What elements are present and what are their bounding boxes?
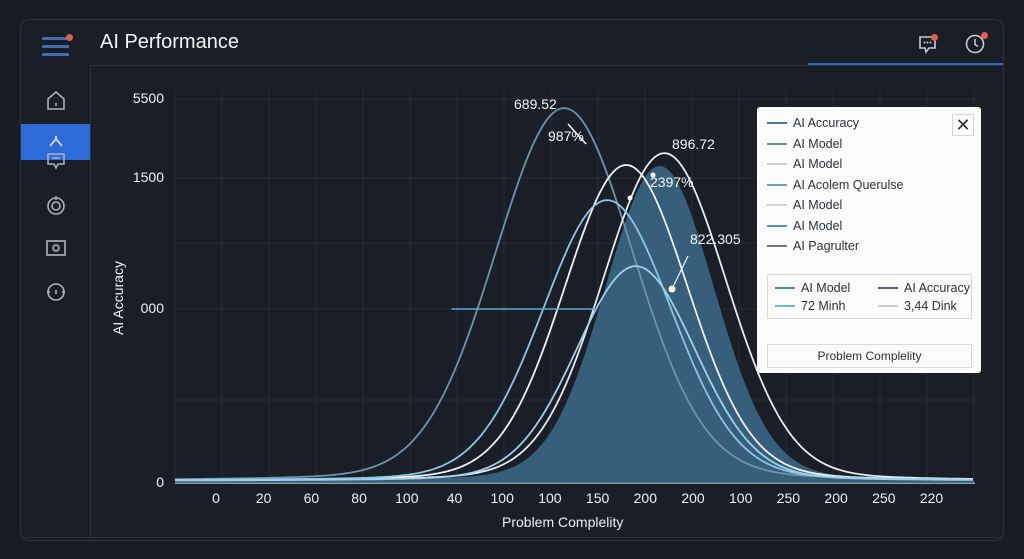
active-tab-indicator bbox=[808, 63, 1003, 65]
annotation-leader bbox=[671, 255, 689, 290]
legend-item[interactable]: AI Model bbox=[775, 281, 850, 295]
legend-swatch bbox=[878, 287, 898, 289]
legend-label: 3,44 Dink bbox=[904, 299, 957, 313]
x-tick-label: 200 bbox=[824, 490, 848, 506]
legend-swatch bbox=[767, 245, 787, 247]
x-tick-label: 200 bbox=[681, 490, 705, 506]
legend-item[interactable]: AI Model bbox=[767, 137, 842, 151]
refresh-icon bbox=[46, 283, 65, 301]
legend-label: AI Acolem Querulse bbox=[793, 177, 904, 192]
problem-complexity-button[interactable]: Problem Complelity bbox=[767, 344, 972, 368]
legend-item[interactable]: AI Model bbox=[767, 157, 842, 171]
series-line bbox=[175, 265, 973, 482]
annotation-label: 822.305 bbox=[690, 231, 741, 247]
close-legend-button[interactable]: ✕ bbox=[952, 114, 974, 136]
legend-label: AI Model bbox=[793, 198, 843, 212]
legend-item[interactable]: AI Model bbox=[767, 198, 842, 212]
legend-item[interactable]: AI Model bbox=[767, 219, 842, 233]
x-tick-label: 20 bbox=[255, 490, 272, 506]
annotation-marker bbox=[627, 195, 633, 201]
close-icon: ✕ bbox=[955, 114, 971, 135]
legend-swatch bbox=[767, 163, 787, 165]
annotation-label: 896.72 bbox=[672, 136, 715, 152]
x-tick-label: 220 bbox=[919, 490, 944, 506]
legend-item[interactable]: AI Acolem Querulse bbox=[767, 178, 903, 192]
legend-label: AI Accuracy bbox=[793, 116, 859, 130]
legend-swatch bbox=[878, 305, 898, 307]
x-tick-label: 100 bbox=[538, 490, 562, 506]
y-tick-label: 5500 bbox=[132, 90, 164, 106]
legend-label: AI Accuracy bbox=[904, 281, 970, 295]
chevron-up-icon bbox=[48, 136, 63, 147]
clock-badge bbox=[981, 32, 988, 39]
sidebar-item-messages[interactable] bbox=[21, 149, 90, 173]
legend-swatch bbox=[767, 183, 787, 186]
home-icon bbox=[46, 90, 65, 110]
x-tick-label: 80 bbox=[351, 490, 367, 506]
legend-label: AI Model bbox=[801, 281, 851, 295]
legend-label: AI Model bbox=[793, 218, 843, 233]
legend-summary-box: AI Model AI Accuracy 72 Minh 3,44 Dink bbox=[767, 274, 972, 319]
annotation-leader bbox=[567, 123, 587, 145]
page-title: AI Performance bbox=[100, 31, 239, 53]
legend-item[interactable]: AI Accuracy bbox=[878, 281, 970, 295]
annotation-marker bbox=[668, 285, 676, 293]
y-tick-label: 000 bbox=[140, 300, 164, 316]
y-tick-label: 0 bbox=[156, 474, 164, 490]
x-tick-label: 150 bbox=[585, 490, 610, 506]
comment-icon bbox=[46, 153, 65, 170]
sidebar-item-goals[interactable] bbox=[21, 187, 90, 223]
x-axis-label: Problem Complelity bbox=[502, 514, 624, 530]
legend-label: AI Model bbox=[793, 136, 843, 151]
legend-item[interactable]: AI Accuracy bbox=[767, 116, 859, 130]
sidebar-divider bbox=[90, 66, 91, 538]
x-tick-label: 100 bbox=[490, 490, 514, 506]
sidebar-item-sync[interactable] bbox=[21, 274, 90, 310]
chart-legend: ✕ AI Accuracy AI Model AI Model AI Acolem Q… bbox=[757, 107, 981, 373]
y-axis-label: AI Accuracy bbox=[110, 261, 126, 335]
annotation-label: 2397% bbox=[650, 174, 694, 190]
camera-icon bbox=[45, 240, 66, 256]
legend-item[interactable]: 72 Minh bbox=[775, 299, 845, 313]
target-icon bbox=[46, 196, 65, 215]
legend-swatch bbox=[767, 142, 787, 145]
header-divider bbox=[90, 65, 1003, 66]
legend-swatch bbox=[767, 122, 787, 124]
clock-icon[interactable] bbox=[964, 33, 986, 55]
sidebar-item-home[interactable] bbox=[21, 82, 90, 118]
series-area bbox=[175, 166, 975, 483]
sidebar-item-media[interactable] bbox=[21, 230, 90, 266]
annotation-marker bbox=[650, 172, 656, 178]
footer-divider bbox=[21, 537, 1003, 538]
x-tick-label: 60 bbox=[303, 490, 320, 506]
x-tick-label: 200 bbox=[633, 490, 657, 506]
legend-label: AI Model bbox=[793, 157, 843, 171]
legend-swatch bbox=[767, 204, 787, 206]
notification-badge bbox=[66, 34, 73, 41]
x-tick-label: 0 bbox=[212, 490, 220, 506]
x-tick-label: 100 bbox=[729, 490, 753, 506]
x-tick-label: 250 bbox=[872, 490, 896, 506]
legend-swatch bbox=[775, 287, 795, 289]
x-tick-label: 250 bbox=[776, 490, 801, 506]
y-tick-label: 1500 bbox=[132, 169, 164, 185]
chat-badge bbox=[931, 34, 938, 41]
legend-item[interactable]: 3,44 Dink bbox=[878, 299, 957, 313]
x-tick-label: 100 bbox=[395, 490, 419, 506]
annotation-label: 987% bbox=[548, 128, 584, 144]
legend-swatch bbox=[767, 224, 787, 227]
annotation-label: 689.52 bbox=[514, 96, 557, 112]
legend-swatch bbox=[775, 305, 795, 307]
legend-item[interactable]: AI Pagrulter bbox=[767, 239, 859, 253]
hamburger-icon[interactable] bbox=[42, 37, 69, 57]
x-tick-label: 40 bbox=[446, 490, 463, 506]
legend-label: AI Pagrulter bbox=[793, 239, 860, 253]
legend-label: 72 Minh bbox=[801, 299, 846, 313]
